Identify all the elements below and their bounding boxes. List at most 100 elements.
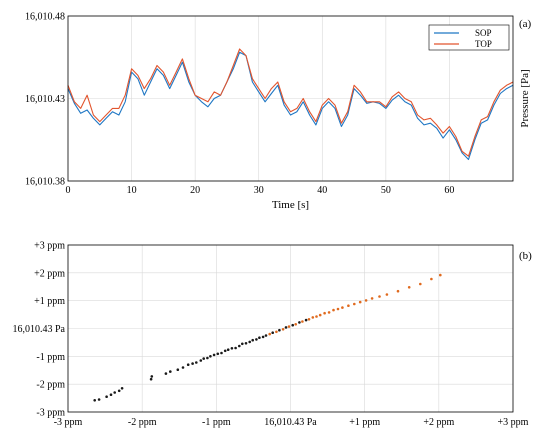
scatter-point [327, 311, 331, 314]
scatter-point [234, 346, 237, 350]
time-series-panel: 0 10 20 30 40 50 60 16,010.38 16,010.43 16,010.48… [25, 12, 532, 212]
y-axis-label: Pressure [Pa] [519, 69, 531, 127]
x-tick-label: +2 ppm [423, 417, 454, 428]
scatter-point [202, 357, 205, 360]
time-series-ticks: 0 10 20 30 40 50 60 16,010.38 16,010.43 16,010.48 [25, 12, 454, 197]
scatter-point [223, 349, 227, 353]
y-tick-label: 16,010.43 Pa [13, 324, 66, 335]
scatter-point [241, 342, 244, 346]
scatter-point [284, 326, 288, 329]
panel-label-b: (b) [519, 250, 532, 262]
scatter-point [396, 289, 400, 293]
y-tick-label: +1 ppm [34, 296, 65, 307]
scatter-point [206, 356, 209, 360]
x-tick-label: 10 [127, 185, 137, 196]
scatter-point [220, 351, 223, 355]
scatter-point [105, 395, 108, 399]
scatter-point [291, 323, 295, 327]
scatter-point [364, 299, 368, 302]
scatter-point [439, 273, 442, 277]
legend: SOP TOP [428, 24, 510, 51]
scatter-point [113, 391, 116, 394]
scatter-point [191, 362, 194, 365]
scatter-point [199, 359, 203, 362]
scatter-point [318, 313, 322, 317]
scatter-point [264, 334, 268, 337]
scatter-point [304, 318, 308, 322]
scatter-point [164, 372, 168, 375]
scatter-point [311, 316, 315, 319]
scatter-point [258, 336, 261, 340]
scatter-point [294, 323, 298, 326]
scatter-point [378, 295, 381, 298]
scatter-point [301, 320, 304, 323]
scatter-points [93, 273, 442, 402]
scatter-point [209, 355, 212, 358]
y-tick-label: -2 ppm [36, 380, 65, 391]
scatter-point [336, 307, 340, 311]
panel-label-a: (a) [519, 18, 532, 30]
x-tick-label: 16,010.43 Pa [264, 417, 317, 428]
scatter-point [419, 282, 422, 286]
scatter-point [278, 328, 281, 332]
y-tick-label: -1 ppm [36, 352, 65, 363]
scatter-point [93, 399, 96, 402]
scatter-point [307, 318, 311, 321]
x-tick-label: +3 ppm [498, 417, 529, 428]
scatter-point [248, 340, 251, 344]
scatter-frame [67, 244, 514, 413]
time-series-lines [67, 48, 514, 161]
scatter-point [275, 330, 278, 334]
scatter-point [149, 377, 153, 381]
x-axis-label: Time [s] [272, 199, 309, 211]
y-tick-label: 16,010.48 [25, 12, 65, 23]
scatter-point [169, 370, 172, 373]
legend-label-sop: SOP [475, 28, 492, 38]
x-tick-label: 30 [254, 185, 264, 196]
scatter-grid [68, 245, 513, 412]
scatter-point [261, 335, 265, 339]
x-tick-label: -2 ppm [128, 417, 157, 428]
x-tick-label: -1 ppm [202, 417, 231, 428]
scatter-ticks: -3 ppm -2 ppm -1 ppm 16,010.43 Pa +1 ppm +2 p… [13, 241, 529, 429]
scatter-point [268, 332, 272, 336]
y-tick-label: +2 ppm [34, 268, 65, 279]
scatter-point [176, 368, 180, 372]
scatter-panel: -3 ppm -2 ppm -1 ppm 16,010.43 Pa +1 ppm +2 p… [13, 241, 533, 429]
scatter-point [216, 352, 220, 356]
scatter-point [255, 338, 258, 341]
scatter-point [212, 353, 216, 357]
scatter-point [195, 361, 198, 364]
scatter-point [323, 311, 326, 315]
x-tick-label: 20 [190, 185, 200, 196]
scatter-point [120, 387, 124, 390]
scatter-point [347, 304, 350, 308]
x-tick-label: +1 ppm [349, 417, 380, 428]
scatter-point [244, 342, 248, 345]
scatter-point [315, 315, 318, 318]
scatter-point [117, 389, 121, 393]
scatter-point [287, 325, 291, 328]
y-tick-label: 16,010.43 [25, 94, 65, 105]
scatter-point [353, 302, 356, 306]
scatter-point [238, 344, 241, 348]
legend-label-top: TOP [475, 39, 492, 49]
scatter-point [332, 308, 335, 312]
scatter-point [341, 306, 344, 309]
y-tick-label: 16,010.38 [25, 177, 65, 188]
x-tick-label: 50 [381, 185, 391, 196]
scatter-point [430, 277, 433, 281]
scatter-point [385, 293, 389, 296]
scatter-point [281, 328, 285, 331]
time-series-frame [67, 15, 514, 182]
scatter-point [370, 297, 374, 300]
y-tick-label: +3 ppm [34, 241, 65, 252]
y-tick-label: -3 ppm [36, 408, 65, 419]
scatter-point [150, 375, 154, 378]
scatter-point [181, 366, 185, 369]
series-line-sop [67, 51, 514, 161]
legend-box [428, 24, 510, 51]
series-line-top [67, 48, 514, 157]
x-tick-label: 40 [317, 185, 327, 196]
